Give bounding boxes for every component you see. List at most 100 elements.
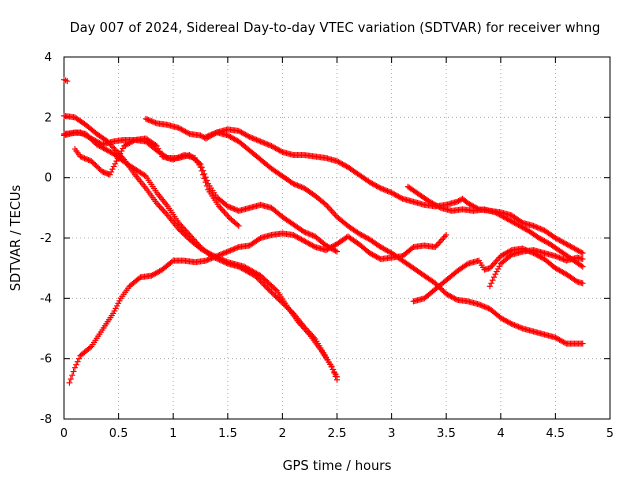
data-point — [224, 248, 231, 255]
x-tick-labels: 0 0.5 1 1.5 2 2.5 3 3.5 4 4.5 5 — [60, 426, 614, 440]
data-point — [92, 162, 99, 169]
data-point — [440, 288, 447, 295]
data-point — [290, 180, 297, 187]
data-point — [225, 213, 232, 220]
x-tick-label: 2.5 — [327, 426, 346, 440]
y-tick-label: -2 — [40, 231, 52, 245]
data-point — [67, 376, 74, 383]
data-point — [246, 133, 253, 140]
data-point — [200, 167, 207, 174]
data-point — [486, 265, 493, 272]
data-point — [310, 243, 317, 250]
data-point — [95, 164, 102, 171]
data-point — [514, 323, 521, 330]
data-point — [287, 307, 294, 314]
data-point — [224, 212, 231, 219]
series-sat-i — [404, 183, 586, 270]
x-tick-label: 3.5 — [437, 426, 456, 440]
data-point — [254, 137, 261, 144]
data-point — [512, 322, 519, 329]
data-point — [264, 141, 271, 148]
data-point — [175, 225, 182, 232]
data-point — [249, 135, 256, 142]
data-point — [440, 235, 447, 241]
data-point — [253, 136, 260, 143]
data-point — [278, 298, 285, 305]
data-point — [325, 204, 332, 211]
data-point — [222, 210, 229, 217]
data-point — [73, 361, 80, 368]
data-point — [231, 206, 238, 213]
data-point — [111, 146, 118, 153]
series-sat-h — [202, 129, 586, 347]
data-point — [486, 283, 493, 290]
data-point — [286, 306, 293, 313]
data-point — [228, 246, 235, 253]
data-point — [142, 115, 149, 122]
data-point — [223, 249, 230, 256]
data-point — [185, 130, 192, 137]
data-point — [223, 260, 230, 267]
data-point — [163, 154, 170, 161]
y-tick-labels: -8 -6 -4 -2 0 2 4 — [40, 50, 52, 426]
data-point — [556, 254, 563, 261]
data-point — [108, 168, 115, 175]
data-point — [383, 187, 390, 194]
y-tick-label: 4 — [44, 50, 52, 64]
data-point — [220, 258, 227, 265]
data-point — [478, 302, 485, 309]
data-point — [257, 278, 264, 285]
data-point — [227, 247, 234, 254]
x-tick-label: 4.5 — [546, 426, 565, 440]
data-point — [387, 189, 394, 196]
data-point — [152, 119, 159, 126]
data-point — [278, 148, 285, 155]
data-point — [151, 119, 158, 126]
data-point — [284, 305, 291, 312]
data-point — [533, 224, 540, 231]
data-point — [177, 227, 184, 234]
data-point — [437, 238, 444, 245]
data-point — [215, 252, 222, 259]
data-point — [157, 204, 164, 211]
data-point — [283, 303, 290, 310]
data-point — [321, 200, 328, 207]
data-point — [179, 224, 186, 231]
data-point — [268, 289, 275, 296]
data-point — [263, 283, 270, 290]
data-point — [490, 274, 497, 281]
data-point — [209, 131, 216, 138]
data-point — [493, 268, 500, 275]
data-point — [511, 322, 518, 329]
data-point — [510, 321, 517, 328]
data-point — [91, 160, 98, 167]
data-point — [258, 279, 265, 286]
data-point — [334, 373, 340, 380]
data-point — [76, 355, 83, 362]
data-point — [70, 368, 77, 375]
data-point — [248, 134, 255, 141]
data-point — [235, 222, 242, 229]
data-point — [553, 253, 560, 260]
data-point — [534, 224, 541, 231]
data-point — [207, 132, 214, 139]
data-point — [256, 276, 263, 283]
series-sat-a — [61, 76, 71, 85]
data-point — [177, 221, 184, 228]
data-point — [572, 277, 579, 284]
x-tick-label: 1 — [169, 426, 177, 440]
data-point — [329, 209, 336, 216]
x-tick-label: 5 — [606, 426, 614, 440]
chart-title: Day 007 of 2024, Sidereal Day-to-day VTE… — [70, 21, 601, 36]
data-point — [257, 138, 264, 145]
data-point — [507, 320, 514, 327]
data-point — [226, 248, 233, 255]
data-point — [267, 287, 274, 294]
data-point — [106, 171, 113, 178]
data-point — [379, 185, 386, 192]
data-point — [260, 281, 267, 288]
data-point — [74, 358, 81, 365]
data-point — [222, 259, 229, 266]
data-point — [196, 159, 203, 166]
